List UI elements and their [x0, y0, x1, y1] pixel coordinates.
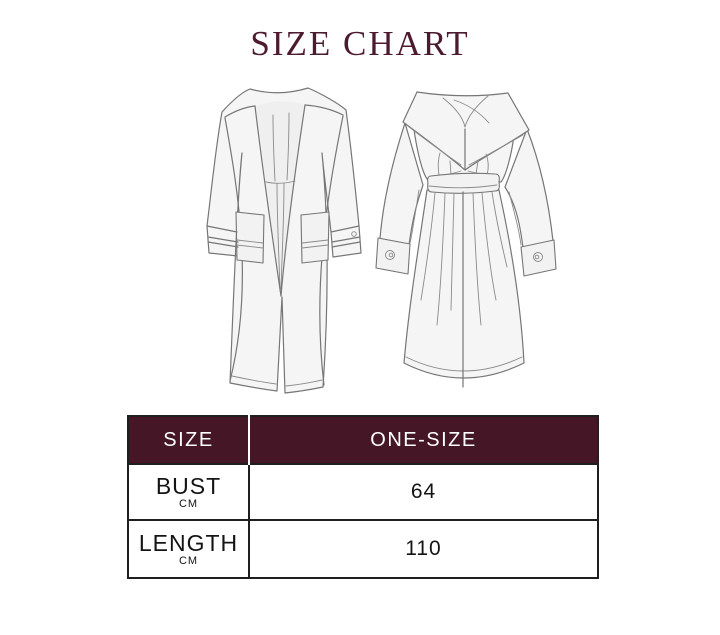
row-value-cell: 110	[248, 519, 599, 579]
row-label: LENGTH	[138, 529, 239, 556]
page-title: SIZE CHART	[250, 24, 470, 63]
size-table-header-row: SIZE ONE-SIZE	[128, 416, 598, 464]
row-value: 64	[410, 480, 437, 503]
row-label-cell: BUST CM	[127, 463, 250, 521]
table-row-bust: BUST CM 64	[127, 463, 599, 521]
row-label: BUST	[155, 472, 222, 499]
cuff-button	[351, 231, 357, 237]
row-value-cell: 64	[248, 463, 599, 521]
row-unit: CM	[178, 498, 199, 511]
row-label-cell: LENGTH CM	[127, 519, 250, 579]
robe-back-view-illustration	[375, 91, 557, 388]
size-table: SIZE ONE-SIZE BUST CM 64 LENGTH CM 110	[127, 415, 599, 579]
cuff-spiral-detail	[385, 250, 395, 260]
row-value: 110	[405, 537, 442, 560]
header-cell-size: SIZE	[128, 416, 250, 464]
robe-front-view-illustration	[206, 87, 362, 394]
row-unit: CM	[178, 555, 199, 568]
cuff-spiral-detail	[533, 252, 543, 262]
header-cell-one-size: ONE-SIZE	[249, 416, 598, 464]
table-row-length: LENGTH CM 110	[127, 519, 599, 579]
